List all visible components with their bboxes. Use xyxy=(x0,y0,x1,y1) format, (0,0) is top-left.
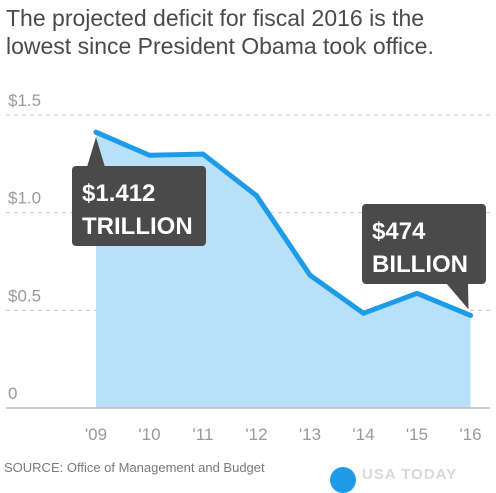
y-tick-label: $1.0 xyxy=(8,189,41,208)
callout-box xyxy=(362,204,486,284)
callout-value: $474 xyxy=(372,218,426,245)
x-tick-label: '15 xyxy=(406,425,428,444)
data-point xyxy=(254,193,259,199)
chart-title: The projected deficit for fiscal 2016 is… xyxy=(6,5,434,59)
callout-value: $1.412 xyxy=(82,180,155,207)
x-tick-label: '12 xyxy=(245,425,267,444)
data-point xyxy=(93,129,99,135)
x-tick-label: '10 xyxy=(138,425,160,444)
callout-pointer xyxy=(446,283,469,310)
source-note: SOURCE: Office of Management and Budget xyxy=(4,460,265,475)
usa-today-logo-text: USA TODAY xyxy=(362,466,458,483)
x-tick-label: '16 xyxy=(459,425,481,444)
x-tick-label: '11 xyxy=(193,425,214,444)
y-tick-label: 0 xyxy=(8,384,17,403)
data-point xyxy=(307,272,313,278)
x-tick-label: '09 xyxy=(85,425,107,444)
data-point xyxy=(200,151,206,157)
y-tick-label: $0.5 xyxy=(8,286,41,305)
callout-unit: TRILLION xyxy=(82,213,193,240)
usa-today-logo-icon xyxy=(330,467,356,493)
data-point xyxy=(414,290,420,296)
x-tick-label: '13 xyxy=(299,425,321,444)
series-line xyxy=(93,129,473,318)
data-point xyxy=(361,310,366,316)
callout-unit: BILLION xyxy=(372,251,468,278)
data-point xyxy=(147,152,152,158)
callout-pointer xyxy=(87,137,105,167)
y-tick-label: $1.5 xyxy=(8,91,41,110)
x-tick-label: '14 xyxy=(352,425,374,444)
deficit-chart: $1.5 $1.0 $0.5 0 '09 '10 '11 '12 '13 '14 '15 '16 $1.… xyxy=(6,91,490,444)
data-point xyxy=(468,312,473,318)
callout-box xyxy=(72,166,206,246)
